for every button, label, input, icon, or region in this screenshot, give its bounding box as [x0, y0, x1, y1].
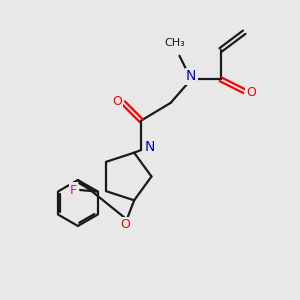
- Text: O: O: [246, 86, 256, 99]
- Text: CH₃: CH₃: [165, 38, 185, 48]
- Text: N: N: [186, 69, 196, 83]
- Text: O: O: [120, 218, 130, 231]
- Text: N: N: [144, 140, 154, 154]
- Text: F: F: [70, 184, 77, 196]
- Text: O: O: [112, 95, 122, 108]
